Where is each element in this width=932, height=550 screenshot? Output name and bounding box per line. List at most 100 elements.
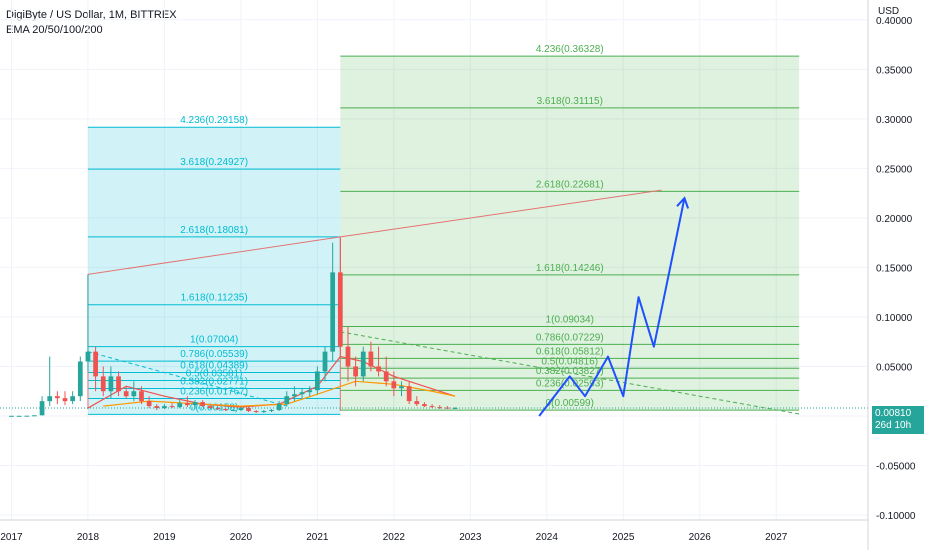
fib-extension-2-label: 0.382(0.03827) (536, 366, 604, 377)
candle-body (376, 366, 381, 372)
currency-label: USD (878, 6, 900, 17)
candle-body (330, 272, 336, 352)
candle-body (269, 410, 274, 412)
fib-extension-1-label: 0.786(0.05539) (180, 349, 248, 360)
candle-body (139, 391, 144, 402)
fib-extension-2-label: 1.618(0.14246) (536, 263, 604, 274)
candle-body (315, 371, 320, 391)
fib-extension-1-label: 0(0.00158) (190, 402, 238, 413)
candle-body (154, 406, 160, 409)
fib-extension-1-label: 0.236(0.01767) (180, 386, 248, 397)
y-tick-label: -0.05000 (876, 462, 916, 473)
fib-extension-2-label: 1(0.09034) (546, 315, 594, 326)
candle-body (100, 376, 106, 392)
candle-body (437, 407, 443, 409)
fib-extension-1-label: 0.618(0.04389) (180, 361, 248, 372)
trend-line (87, 351, 287, 407)
last-price-badge: 0.00810 26d 10h (872, 406, 924, 434)
x-tick-label: 2026 (689, 532, 712, 543)
projection-arrowhead (676, 196, 690, 209)
ema-line (87, 355, 456, 409)
candle-body (276, 404, 282, 411)
y-tick-label: 0.05000 (876, 362, 913, 373)
candle-body (345, 346, 351, 367)
candle-body (337, 272, 343, 347)
x-tick-label: 2024 (536, 532, 559, 543)
candle-body (414, 401, 420, 405)
candle-body (93, 351, 98, 377)
candle-body (70, 396, 76, 402)
chart-title: DigiByte / US Dollar, 1M, BITTREX (6, 9, 177, 21)
candle-body (246, 408, 251, 412)
y-tick-label: 0.35000 (876, 65, 913, 76)
candle-body (253, 411, 259, 413)
x-tick-label: 2017 (0, 532, 23, 543)
y-tick-label: 0.30000 (876, 115, 913, 126)
fib-extension-1-zone (87, 127, 341, 415)
candle-body (429, 406, 435, 408)
candle-body (32, 415, 37, 417)
candle-body (353, 366, 358, 377)
fib-extension-1-label: 3.618(0.24927) (180, 157, 248, 168)
fib-extension-2-label: 0.236(0.02593) (536, 378, 604, 389)
candle-body (207, 406, 213, 409)
fib-extension-2-zone (340, 56, 800, 411)
candle-body (62, 398, 68, 402)
trend-line (340, 331, 800, 415)
x-tick-label: 2021 (306, 532, 329, 543)
candle-body (169, 406, 175, 408)
candle-body (307, 390, 313, 393)
candle-body (54, 396, 60, 399)
candle-body (422, 404, 427, 407)
x-tick-label: 2027 (765, 532, 788, 543)
fib-extension-2-label: 2.618(0.22681) (536, 179, 604, 190)
x-tick-label: 2020 (230, 532, 253, 543)
fib-extension-1-label: 0.5(0.03581) (186, 369, 243, 380)
y-tick-label: 0.20000 (876, 214, 913, 225)
candle-body (360, 351, 366, 377)
candle-body (238, 408, 244, 411)
candle-body (192, 402, 198, 406)
candle-body (391, 381, 397, 389)
candle-body (368, 351, 374, 367)
x-tick-label: 2022 (383, 532, 406, 543)
candle-body (284, 396, 290, 405)
candle-body (116, 376, 121, 392)
candle-body (77, 361, 83, 397)
ema-line (103, 380, 456, 407)
bar-countdown: 26d 10h (875, 420, 912, 431)
fib-extension-2-label: 3.618(0.31115) (537, 96, 603, 107)
fib-extension-2-label: 4.236(0.36328) (536, 44, 604, 55)
last-price: 0.00810 (875, 408, 912, 419)
fib-extension-2-label: 0.5(0.04816) (541, 356, 598, 367)
y-tick-label: 0.25000 (876, 164, 913, 175)
candle-body (200, 402, 206, 407)
indicator-legend[interactable]: EMA 20/50/100/200 (6, 24, 103, 36)
x-tick-label: 2019 (153, 532, 176, 543)
candle-body (406, 386, 412, 402)
candle-body (223, 409, 228, 411)
candle-body (383, 371, 389, 382)
fib-extension-1-label: 4.236(0.29158) (180, 115, 248, 126)
candle-body (162, 406, 167, 409)
candle-body (292, 394, 297, 397)
x-tick-label: 2023 (459, 532, 482, 543)
candle-body (452, 407, 458, 409)
candle-body (24, 415, 30, 417)
fib-extension-1-label: 1.618(0.11235) (181, 293, 248, 304)
y-tick-label: 0.10000 (876, 313, 913, 324)
candle-body (261, 411, 267, 413)
candle-body (177, 403, 183, 408)
x-tick-label: 2018 (77, 532, 100, 543)
candle-body (9, 415, 14, 417)
fib-extension-1-label: 2.618(0.18081) (180, 225, 248, 236)
fib-extension-1-label: 1(0.07004) (190, 335, 238, 346)
candle-body (123, 391, 129, 397)
candle-body (322, 351, 328, 372)
candle-body (47, 396, 53, 402)
candle-body (108, 376, 114, 392)
candle-body (215, 408, 221, 410)
x-tick-label: 2025 (612, 532, 635, 543)
y-tick-label: 0.15000 (876, 263, 913, 274)
